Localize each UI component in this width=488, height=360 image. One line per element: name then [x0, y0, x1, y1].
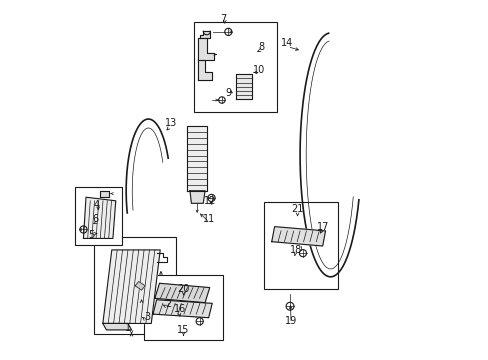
Text: 10: 10	[252, 64, 264, 75]
Text: 8: 8	[258, 42, 264, 52]
Text: 19: 19	[285, 316, 297, 325]
Polygon shape	[83, 197, 116, 238]
Polygon shape	[135, 282, 145, 290]
Polygon shape	[100, 192, 109, 197]
Polygon shape	[102, 323, 131, 330]
Polygon shape	[155, 283, 209, 303]
Polygon shape	[102, 250, 160, 323]
Text: 14: 14	[281, 38, 293, 48]
Bar	[75, 187, 122, 244]
Text: 13: 13	[164, 118, 177, 128]
Text: 15: 15	[177, 325, 189, 335]
Text: 12: 12	[203, 196, 216, 206]
Text: 1: 1	[124, 323, 131, 333]
Text: 17: 17	[317, 222, 329, 231]
Text: 6: 6	[92, 215, 99, 224]
Bar	[194, 22, 276, 112]
Polygon shape	[190, 191, 204, 203]
Polygon shape	[187, 126, 206, 191]
Text: 3: 3	[143, 312, 150, 322]
Text: 18: 18	[290, 245, 302, 255]
Polygon shape	[198, 39, 214, 60]
Bar	[94, 237, 176, 334]
Text: 16: 16	[173, 304, 186, 314]
Text: 7: 7	[220, 14, 225, 24]
Bar	[144, 275, 223, 339]
Polygon shape	[153, 300, 212, 318]
Bar	[264, 202, 337, 289]
Polygon shape	[198, 60, 212, 80]
Text: 11: 11	[202, 215, 214, 224]
Text: 5: 5	[88, 230, 94, 239]
Text: 9: 9	[225, 88, 231, 98]
Text: 21: 21	[291, 204, 303, 215]
Text: 20: 20	[177, 284, 189, 294]
Text: 2: 2	[165, 299, 171, 309]
Text: 4: 4	[94, 200, 100, 210]
Polygon shape	[199, 31, 210, 39]
Polygon shape	[271, 226, 325, 246]
Polygon shape	[235, 74, 251, 99]
